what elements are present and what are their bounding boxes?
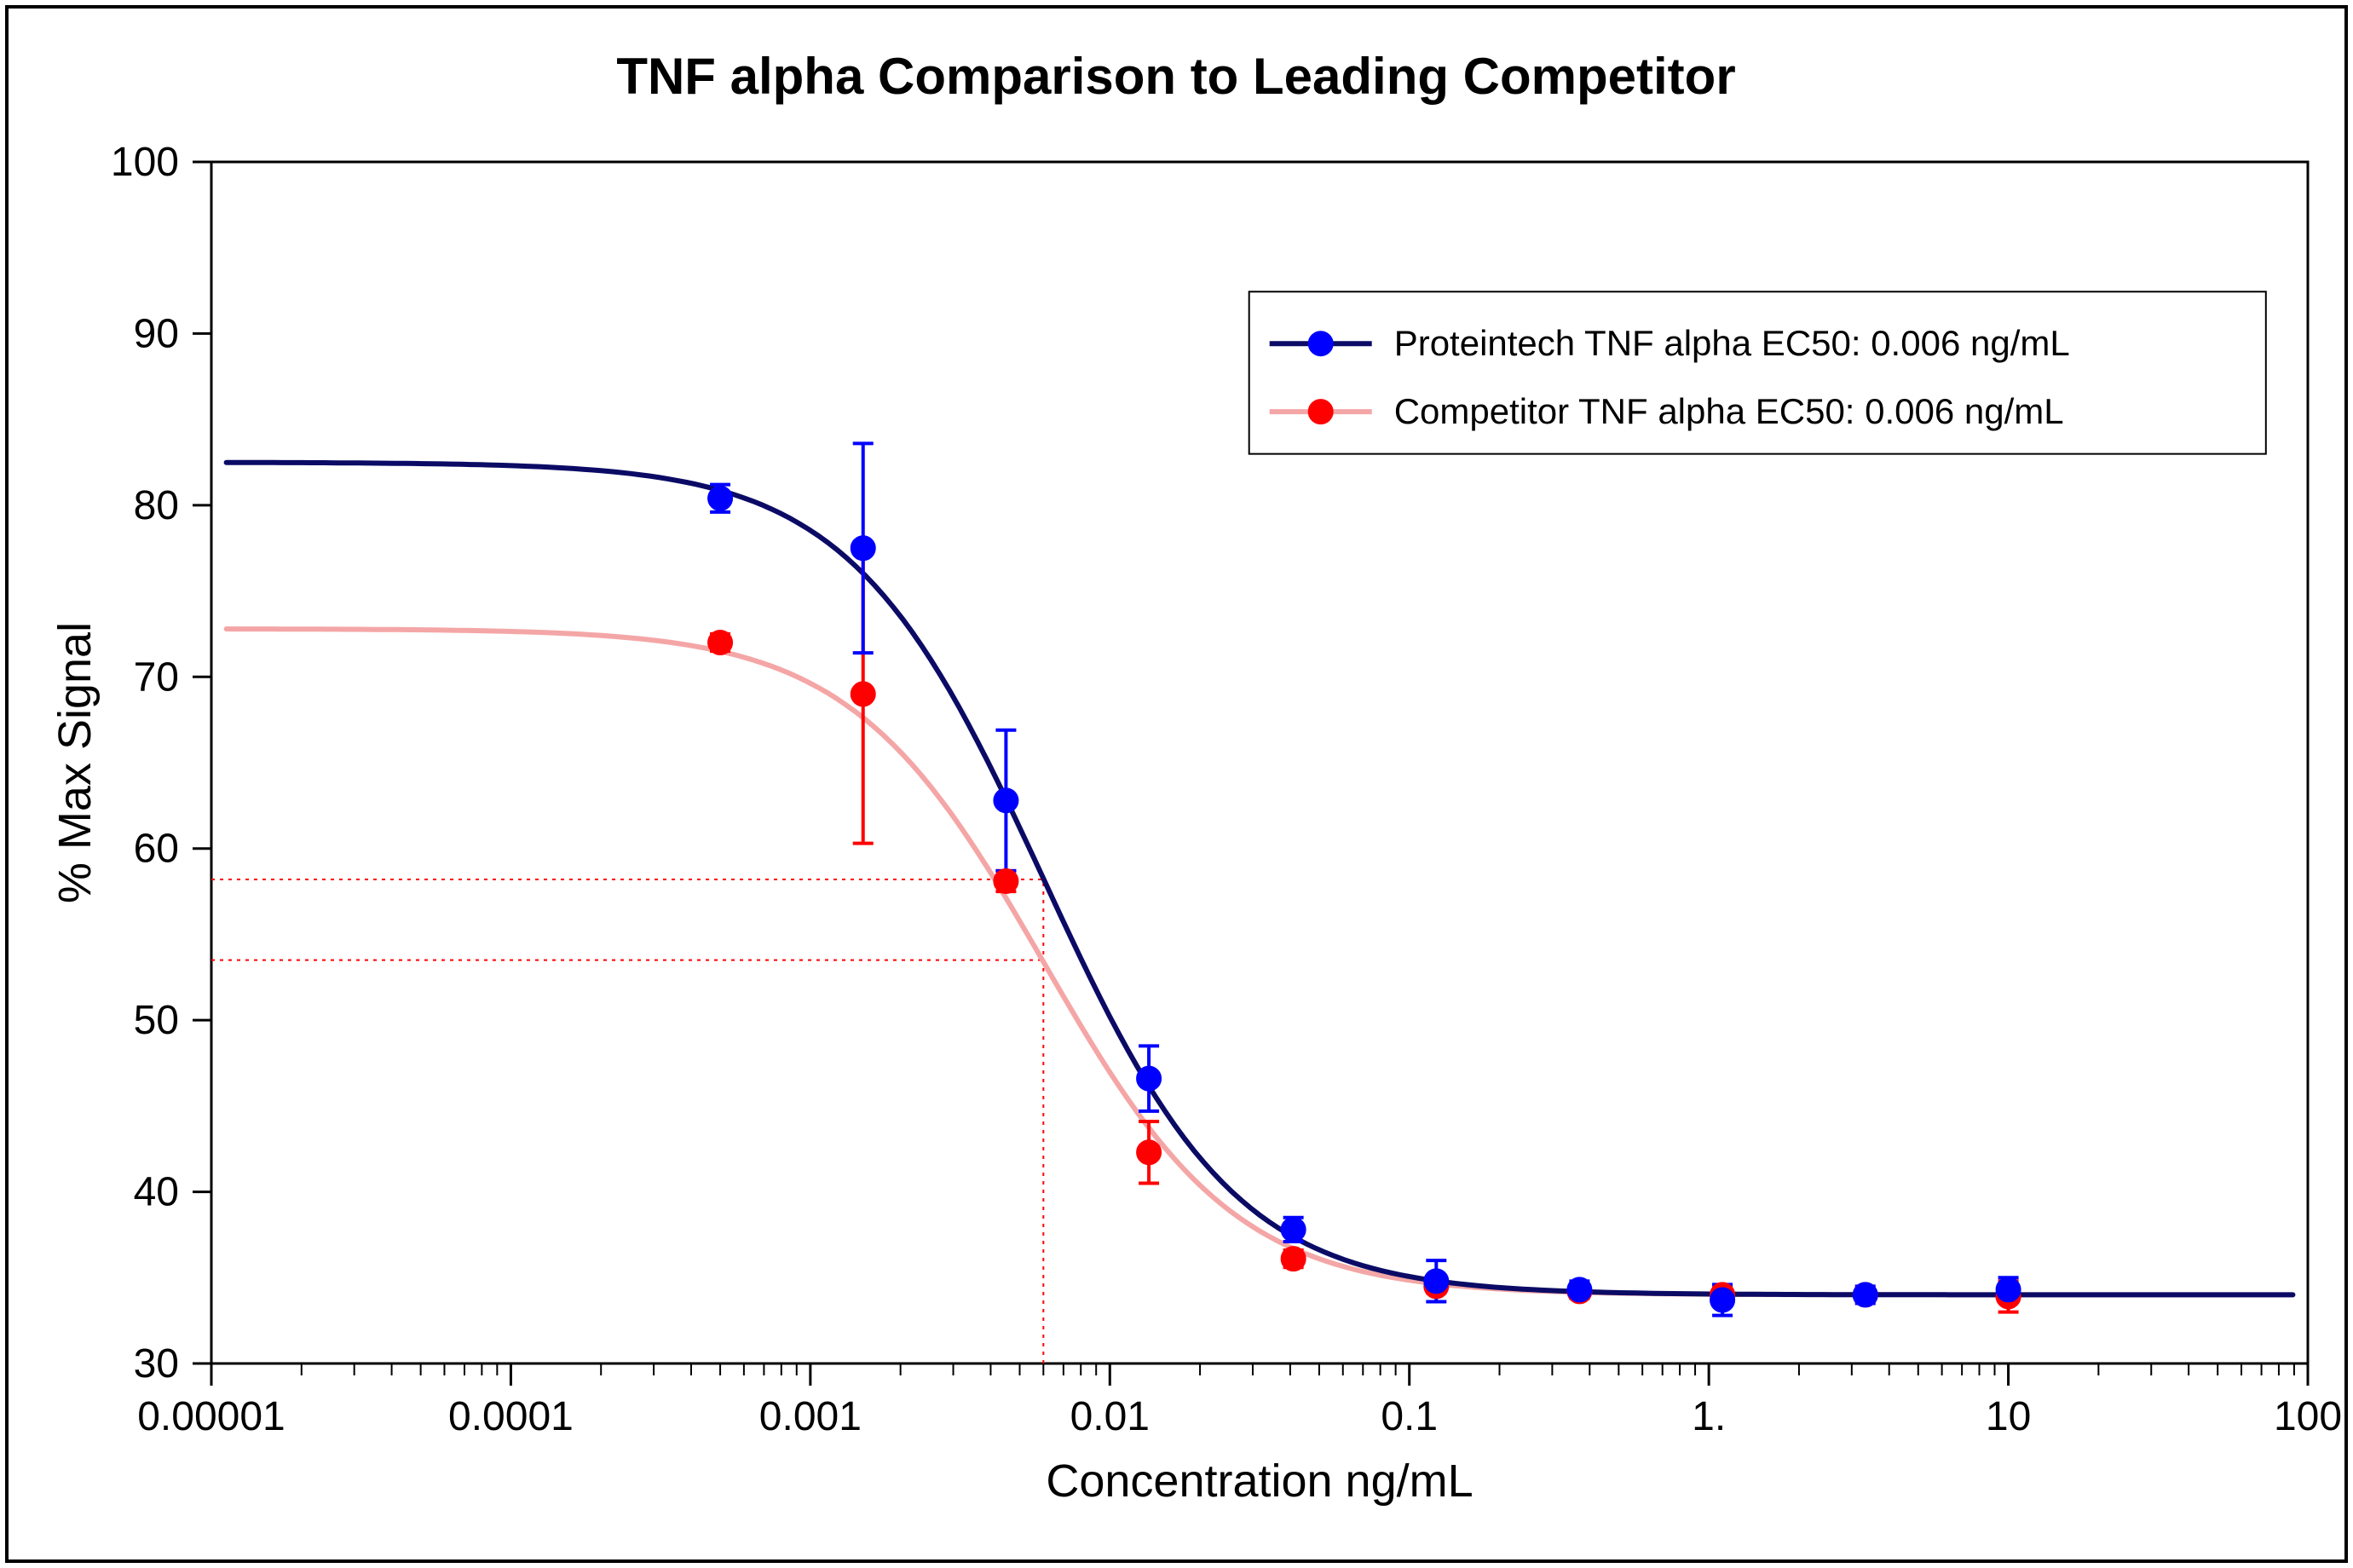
- y-tick-label: 90: [134, 311, 179, 356]
- x-tick-label: 0.1: [1381, 1394, 1438, 1439]
- data-point-proteintech: [851, 536, 875, 560]
- y-tick-label: 30: [134, 1341, 179, 1386]
- legend-label-competitor: Competitor TNF alpha EC50: 0.006 ng/mL: [1394, 391, 2064, 431]
- x-axis-label: Concentration ng/mL: [1046, 1456, 1473, 1507]
- data-point-proteintech: [1282, 1218, 1306, 1242]
- data-point-proteintech: [708, 487, 732, 510]
- x-tick-label: 1.: [1692, 1394, 1726, 1439]
- data-point-competitor: [1137, 1140, 1161, 1164]
- data-point-competitor: [851, 682, 875, 706]
- y-tick-label: 80: [134, 483, 179, 528]
- data-point-competitor: [708, 631, 732, 654]
- y-tick-labels: 30 40 50 60 70 80 90 100: [111, 140, 179, 1386]
- figure-container: TNF alpha Comparison to Leading Competit…: [0, 0, 2353, 1568]
- y-axis: 30 40 50 60 70 80 90 100 % Max Signal: [49, 140, 211, 1386]
- x-minor-ticks: [302, 1363, 2294, 1375]
- data-point-proteintech: [1137, 1067, 1161, 1091]
- y-tick-label: 60: [134, 827, 179, 872]
- x-tick-label: 10: [1986, 1394, 2031, 1439]
- data-point-proteintech: [1854, 1283, 1877, 1306]
- fit-curve-competitor: [227, 629, 2293, 1294]
- data-point-proteintech: [1997, 1277, 2021, 1301]
- legend: Proteintech TNF alpha EC50: 0.006 ng/mL C…: [1249, 291, 2266, 453]
- ec50-guide-lines: [211, 879, 1043, 1363]
- y-major-ticks: [193, 162, 211, 1363]
- y-tick-label: 50: [134, 998, 179, 1043]
- data-point-competitor: [1282, 1247, 1306, 1271]
- legend-label-proteintech: Proteintech TNF alpha EC50: 0.006 ng/mL: [1394, 323, 2070, 363]
- y-axis-label: % Max Signal: [49, 622, 101, 903]
- outer-border: [7, 7, 2346, 1561]
- data-point-proteintech: [1567, 1277, 1591, 1301]
- x-tick-labels: 0.00001 0.0001 0.001 0.01 0.1 1. 10 100: [137, 1394, 2342, 1439]
- data-point-proteintech: [994, 788, 1018, 812]
- y-tick-label: 100: [111, 140, 179, 185]
- chart-title: TNF alpha Comparison to Leading Competit…: [616, 48, 1735, 105]
- data-markers: [708, 487, 2021, 1312]
- data-point-proteintech: [1424, 1269, 1448, 1293]
- x-major-ticks: [211, 1363, 2308, 1386]
- data-point-proteintech: [1710, 1288, 1734, 1311]
- error-bars: [710, 443, 2019, 1315]
- x-tick-label: 100: [2274, 1394, 2342, 1439]
- x-tick-label: 0.00001: [137, 1394, 285, 1439]
- x-tick-label: 0.01: [1070, 1394, 1150, 1439]
- legend-marker-competitor: [1309, 400, 1333, 424]
- x-tick-label: 0.0001: [448, 1394, 574, 1439]
- y-tick-label: 40: [134, 1170, 179, 1215]
- dose-response-chart: TNF alpha Comparison to Leading Competit…: [0, 0, 2353, 1568]
- x-tick-label: 0.001: [759, 1394, 862, 1439]
- x-axis: 0.00001 0.0001 0.001 0.01 0.1 1. 10 100 Concent…: [137, 1363, 2342, 1507]
- legend-marker-proteintech: [1309, 331, 1333, 355]
- y-tick-label: 70: [134, 654, 179, 700]
- data-point-competitor: [994, 869, 1018, 893]
